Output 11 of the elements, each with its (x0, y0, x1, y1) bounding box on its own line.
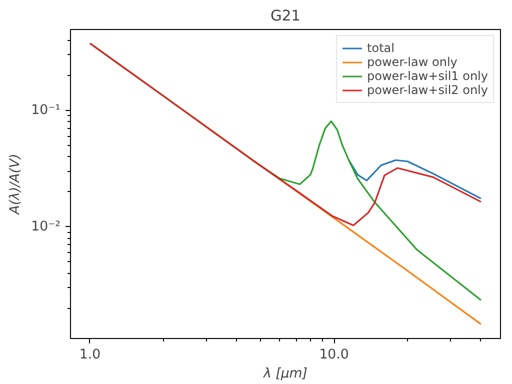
legend-label: total (367, 41, 394, 55)
x-tick-label: 1.0 (79, 348, 101, 362)
legend-label: power-law only (367, 55, 458, 69)
x-axis-title: λ [μm] (262, 366, 308, 382)
y-tick-label: 10⁻¹ (31, 102, 61, 118)
y-tick-label: 10⁻² (31, 219, 61, 234)
legend-label: power-law+sil2 only (367, 83, 488, 97)
y-axis-title: A(λ)/A(V) (8, 154, 24, 216)
chart-title: G21 (270, 8, 301, 24)
x-tick-label: 10.0 (319, 348, 349, 362)
legend-label: power-law+sil1 only (367, 69, 488, 83)
